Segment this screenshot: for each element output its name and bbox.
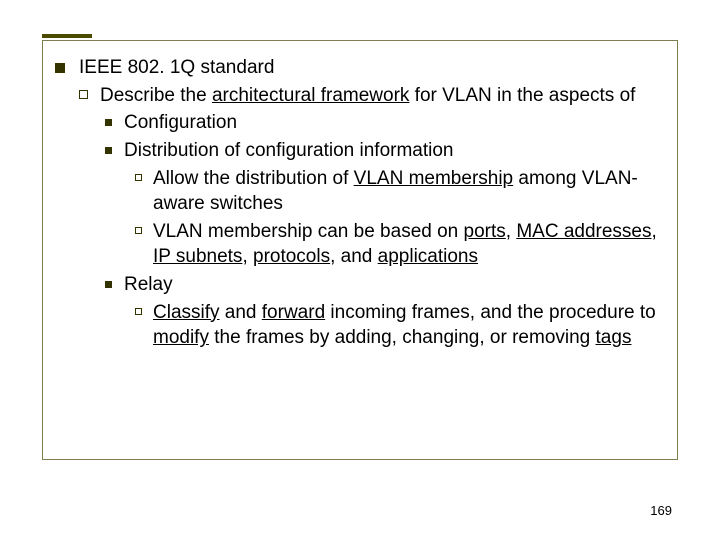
list-text: Configuration — [124, 110, 670, 136]
text-run: Describe the — [100, 85, 212, 106]
underline-run: applications — [378, 246, 478, 267]
text-run: the frames by adding, changing, or remov… — [209, 327, 596, 348]
text-run: , — [506, 221, 517, 242]
open-square-bullet-icon — [135, 308, 142, 315]
text-run: , — [652, 221, 657, 242]
underline-run: MAC addresses — [516, 221, 651, 242]
square-bullet-icon — [105, 281, 112, 288]
list-text: Relay — [124, 272, 670, 298]
list-item: IEEE 802. 1Q standard — [55, 55, 670, 81]
underline-run: VLAN membership — [354, 168, 513, 189]
list-text: Describe the architectural framework for… — [100, 83, 670, 109]
list-item: Allow the distribution of VLAN membershi… — [135, 166, 670, 217]
text-run: , and — [330, 246, 378, 267]
text-run: Allow the distribution of — [153, 168, 354, 189]
underline-run: IP subnets — [153, 246, 242, 267]
square-bullet-icon — [105, 119, 112, 126]
list-item: Relay — [105, 272, 670, 298]
list-text: IEEE 802. 1Q standard — [79, 55, 670, 81]
text-run: incoming frames, and the procedure to — [325, 302, 656, 323]
underline-run: Classify — [153, 302, 220, 323]
text-run: , — [242, 246, 253, 267]
list-item: Classify and forward incoming frames, an… — [135, 300, 670, 351]
list-text: Classify and forward incoming frames, an… — [153, 300, 670, 351]
underline-run: forward — [262, 302, 325, 323]
list-text: Allow the distribution of VLAN membershi… — [153, 166, 670, 217]
square-bullet-icon — [55, 63, 65, 73]
list-item: VLAN membership can be based on ports, M… — [135, 219, 670, 270]
underline-run: architectural framework — [212, 85, 409, 106]
page-number: 169 — [650, 503, 672, 518]
text-run: and — [220, 302, 262, 323]
list-text: VLAN membership can be based on ports, M… — [153, 219, 670, 270]
underline-run: ports — [464, 221, 506, 242]
underline-run: modify — [153, 327, 209, 348]
accent-bar — [42, 34, 92, 38]
list-text: Distribution of configuration informatio… — [124, 138, 670, 164]
text-run: for VLAN in the aspects of — [409, 85, 635, 106]
list-item: Describe the architectural framework for… — [79, 83, 670, 109]
list-item: Configuration — [105, 110, 670, 136]
text-run: VLAN membership can be based on — [153, 221, 464, 242]
open-square-bullet-icon — [79, 90, 88, 99]
slide-content: IEEE 802. 1Q standard Describe the archi… — [55, 55, 670, 353]
open-square-bullet-icon — [135, 174, 142, 181]
square-bullet-icon — [105, 147, 112, 154]
underline-run: protocols — [253, 246, 330, 267]
underline-run: tags — [596, 327, 632, 348]
list-item: Distribution of configuration informatio… — [105, 138, 670, 164]
open-square-bullet-icon — [135, 227, 142, 234]
